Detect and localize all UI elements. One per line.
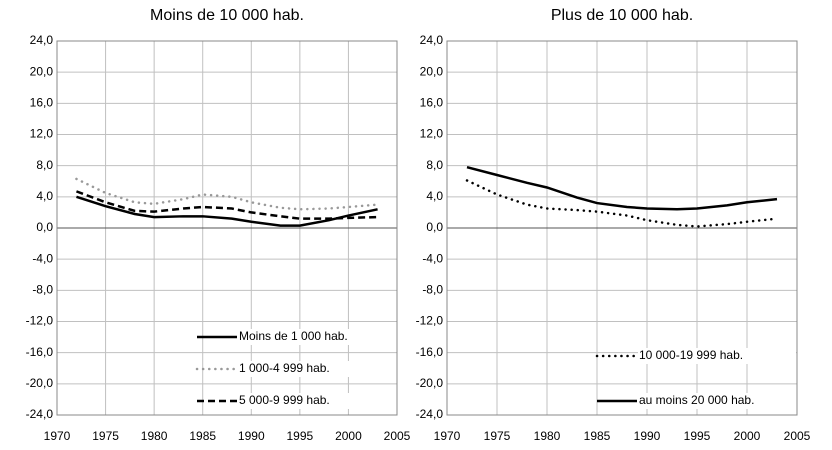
x-tick-label: 2000 — [335, 429, 362, 443]
line-series — [466, 166, 778, 211]
y-tick-label: -4,0 — [32, 251, 53, 265]
y-tick-label: 24,0 — [420, 33, 444, 47]
y-tick-label: -16,0 — [26, 345, 54, 359]
legend-bg — [638, 393, 796, 409]
y-tick-label: 16,0 — [30, 96, 54, 110]
x-tick-label: 1985 — [584, 429, 611, 443]
legend-label: 5 000-9 999 hab. — [239, 393, 330, 407]
chart-title: Moins de 10 000 hab. — [150, 7, 304, 24]
legend-label: Moins de 1 000 hab. — [239, 329, 348, 343]
y-tick-label: 8,0 — [36, 158, 53, 172]
y-tick-label: -16,0 — [416, 345, 444, 359]
x-tick-label: 2000 — [734, 429, 761, 443]
y-tick-label: 4,0 — [426, 189, 443, 203]
y-tick-label: -24,0 — [26, 407, 54, 421]
y-tick-label: 20,0 — [420, 64, 444, 78]
legend-bg — [638, 348, 796, 364]
y-tick-label: 0,0 — [36, 220, 53, 234]
x-tick-label: 1975 — [484, 429, 511, 443]
y-tick-label: -20,0 — [416, 376, 444, 390]
y-tick-label: 12,0 — [420, 127, 444, 141]
y-tick-label: 20,0 — [30, 64, 54, 78]
x-tick-label: 1975 — [92, 429, 119, 443]
x-tick-label: 1995 — [684, 429, 711, 443]
x-tick-label: 1985 — [189, 429, 216, 443]
legend-label: 10 000-19 999 hab. — [639, 348, 743, 362]
legend-label: au moins 20 000 hab. — [639, 393, 754, 407]
x-tick-label: 1970 — [434, 429, 461, 443]
y-tick-label: 8,0 — [426, 158, 443, 172]
line-series — [76, 195, 378, 227]
y-tick-label: 24,0 — [30, 33, 54, 47]
y-tick-label: -20,0 — [26, 376, 54, 390]
plot-frame — [56, 40, 398, 416]
y-tick-label: 0,0 — [426, 220, 443, 234]
line-series — [75, 190, 378, 220]
plot-frame — [446, 40, 798, 416]
chart-title: Plus de 10 000 hab. — [551, 7, 693, 24]
line-series — [75, 177, 379, 211]
legend-label: 1 000-4 999 hab. — [239, 361, 330, 375]
x-tick-label: 1990 — [634, 429, 661, 443]
y-tick-label: -12,0 — [416, 314, 444, 328]
legend-bg — [238, 393, 396, 409]
x-tick-label: 2005 — [784, 429, 811, 443]
y-tick-label: -24,0 — [416, 407, 444, 421]
legend-bg — [238, 361, 396, 377]
line-series — [465, 179, 779, 228]
y-tick-label: -8,0 — [422, 283, 443, 297]
y-tick-label: 12,0 — [30, 127, 54, 141]
x-tick-label: 1980 — [141, 429, 168, 443]
y-tick-label: 16,0 — [420, 96, 444, 110]
y-tick-label: 4,0 — [36, 189, 53, 203]
x-tick-label: 1980 — [534, 429, 561, 443]
y-tick-label: -8,0 — [32, 283, 53, 297]
x-tick-label: 1970 — [44, 429, 71, 443]
legend-bg — [238, 329, 396, 345]
y-tick-label: -4,0 — [422, 251, 443, 265]
y-tick-label: -12,0 — [26, 314, 54, 328]
x-tick-label: 2005 — [384, 429, 411, 443]
x-tick-label: 1995 — [287, 429, 314, 443]
x-tick-label: 1990 — [238, 429, 265, 443]
